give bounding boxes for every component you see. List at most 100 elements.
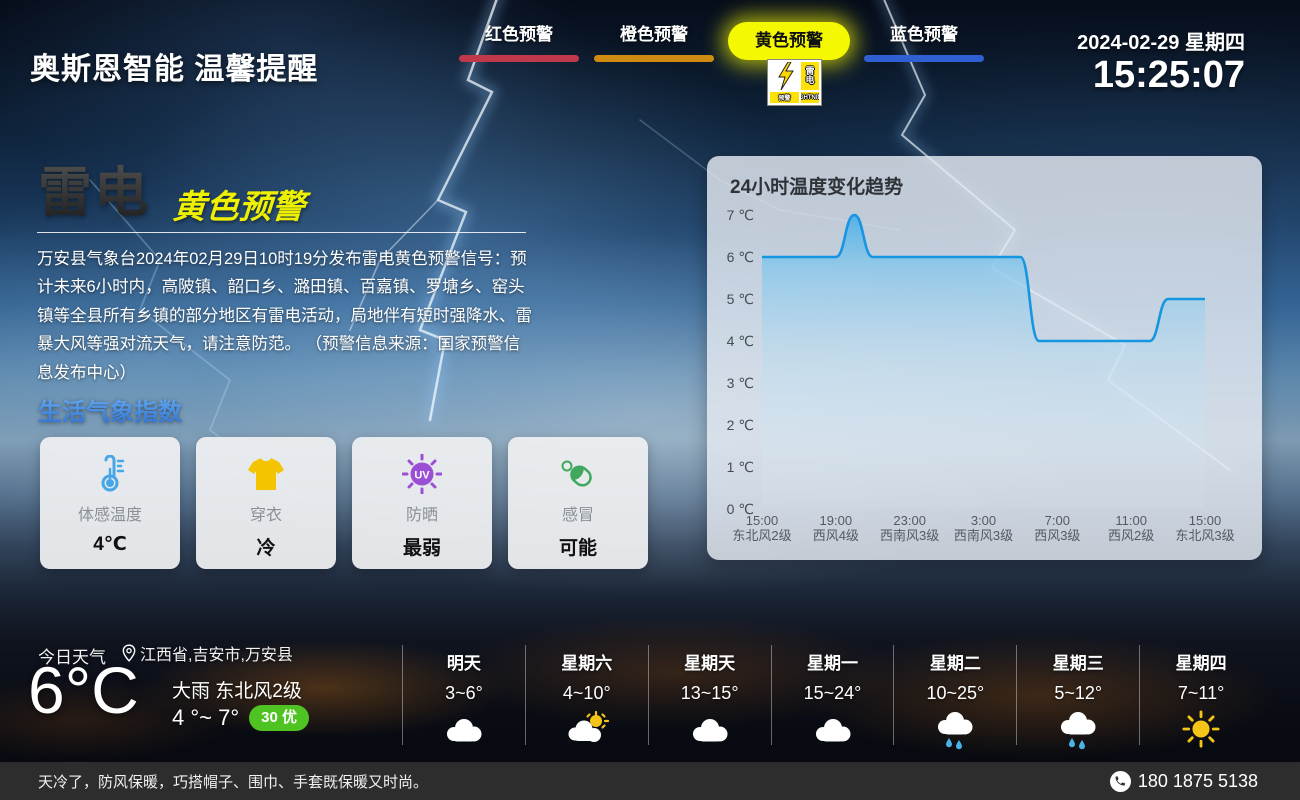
svg-text:15:00: 15:00: [746, 513, 779, 528]
card-value: 冷: [256, 538, 276, 559]
uv-icon: UV: [402, 453, 442, 495]
badge-type-text: 雷 电: [801, 62, 819, 90]
svg-text:1 ℃: 1 ℃: [727, 459, 754, 475]
tab-label: 黄色预警: [755, 31, 823, 50]
thermometer-icon: [93, 453, 127, 495]
svg-text:6 ℃: 6 ℃: [727, 249, 754, 265]
forecast-thursday: 星期四 7~11°: [1139, 645, 1262, 748]
svg-text:15:00: 15:00: [1189, 513, 1222, 528]
card-sun-protection: UV 防晒 最弱: [352, 437, 492, 569]
alert-type-title: 雷电: [38, 148, 150, 227]
rain-icon: [1057, 710, 1099, 750]
svg-text:5 ℃: 5 ℃: [727, 291, 754, 307]
location-text: 江西省,吉安市,万安县: [140, 647, 293, 664]
current-date: 2024-02-29 星期四: [1077, 32, 1245, 54]
lightning-warning-sign: 雷 电 预警 LIGHTNING: [767, 59, 822, 106]
today-weather-label: 今日天气: [38, 648, 106, 667]
forecast-tomorrow: 明天 3~6°: [402, 645, 525, 745]
svg-text:3 ℃: 3 ℃: [727, 375, 754, 391]
svg-text:3:00: 3:00: [971, 513, 996, 528]
tab-label: 蓝色预警: [890, 25, 958, 44]
tab-yellow-alert-active[interactable]: 黄色预警: [728, 22, 850, 62]
footer-tip: 天冷了，防风保暖，巧搭帽子、围巾、手套既保暖又时尚。: [38, 773, 429, 791]
app-title: 奥斯恩智能 温馨提醒: [30, 53, 319, 86]
life-index-title: 生活气象指数: [38, 392, 182, 427]
card-label: 防晒: [405, 507, 438, 524]
alert-level-label: 黄色预警: [171, 188, 307, 225]
forecast-day: 星期一: [807, 654, 858, 673]
location-row: 江西省,吉安市,万安县: [122, 641, 293, 665]
card-value: 4℃: [93, 534, 127, 555]
svg-text:西风3级: 西风3级: [1034, 528, 1080, 543]
tab-label: 红色预警: [485, 25, 553, 44]
capsule-icon: [557, 453, 599, 495]
forecast-wednesday: 星期三 5~12°: [1016, 645, 1139, 750]
active-tab-pill: 黄色预警: [728, 22, 850, 60]
datetime-display: 2024-02-29 星期四 15:25:07: [1077, 26, 1245, 95]
forecast-day: 明天: [446, 654, 481, 673]
card-value: 可能: [558, 538, 597, 559]
sunny-icon: [1182, 710, 1220, 748]
forecast-day: 星期天: [684, 654, 736, 673]
tab-underline: [459, 55, 579, 62]
divider: [37, 232, 526, 233]
forecast-range: 3~6°: [445, 683, 483, 703]
forecast-range: 4~10°: [562, 683, 611, 703]
svg-text:东北风2级: 东北风2级: [732, 528, 791, 543]
svg-text:7 ℃: 7 ℃: [727, 207, 754, 223]
forecast-day: 星期三: [1052, 654, 1104, 673]
svg-text:2 ℃: 2 ℃: [727, 417, 754, 433]
lightning-bolt-icon: [770, 62, 799, 90]
temperature-trend-chart: 7 ℃6 ℃5 ℃4 ℃3 ℃2 ℃1 ℃0 ℃15:00东北风2级19:00西…: [727, 207, 1235, 543]
svg-text:0 ℃: 0 ℃: [727, 501, 754, 517]
rain-icon: [934, 710, 976, 750]
svg-text:西南风3级: 西南风3级: [880, 528, 939, 543]
svg-text:西风4级: 西风4级: [813, 528, 859, 543]
life-index-cards: 体感温度 4℃ 穿衣 冷 UV 防晒 最弱: [40, 437, 648, 569]
svg-text:23:00: 23:00: [893, 513, 926, 528]
tab-underline: [594, 55, 714, 62]
svg-text:UV: UV: [414, 470, 430, 482]
tab-underline: [864, 55, 984, 62]
forecast-day: 星期四: [1175, 654, 1227, 673]
current-temperature: 6°C: [28, 653, 139, 727]
card-feels-like: 体感温度 4℃: [40, 437, 180, 569]
forecast-day: 星期六: [561, 654, 613, 673]
temperature-range: 4 °~ 7°: [172, 705, 240, 730]
forecast-range: 10~25°: [926, 683, 985, 703]
tab-orange-alert[interactable]: 橙色预警: [593, 22, 715, 62]
tab-red-alert[interactable]: 红色预警: [458, 22, 580, 62]
forecast-range: 5~12°: [1054, 683, 1103, 703]
svg-text:西南风3级: 西南风3级: [954, 528, 1013, 543]
cloudy-icon: [812, 710, 854, 745]
location-pin-icon: [122, 644, 136, 662]
card-label: 穿衣: [249, 507, 282, 524]
forecast-range: 15~24°: [803, 683, 862, 703]
forecast-row: 明天 3~6° 星期六 4~10° 星期天 13~15° 星期一 15~24°: [402, 645, 1262, 750]
svg-text:东北风3级: 东北风3级: [1175, 528, 1234, 543]
temperature-trend-panel: 7 ℃ 6 ℃ 5 ℃ 4 ℃ 3 ℃ 2 ℃ 1 ℃ 0 ℃ 15:00 东北风2级 19:00 西…: [707, 156, 1262, 560]
cloudy-icon: [443, 710, 485, 745]
card-label: 感冒: [561, 507, 594, 524]
badge-sub-right: LIGHTNING: [801, 92, 819, 103]
forecast-range: 13~15°: [680, 683, 739, 703]
phone-icon: [1109, 770, 1131, 792]
card-cold-risk: 感冒 可能: [508, 437, 648, 569]
alert-level-tabs: 红色预警 橙色预警 黄色预警 蓝色预警: [458, 22, 985, 62]
forecast-range: 7~11°: [1177, 683, 1225, 703]
footer-bar: 天冷了，防风保暖，巧搭帽子、围巾、手套既保暖又时尚。 180 1875 5138: [0, 762, 1300, 800]
svg-text:4 ℃: 4 ℃: [727, 333, 754, 349]
card-label: 体感温度: [77, 507, 142, 524]
phone-number: 180 1875 5138: [1137, 770, 1258, 791]
forecast-saturday: 星期六 4~10°: [524, 645, 648, 745]
cloudy-icon: [689, 710, 731, 745]
partly-sunny-icon: [565, 710, 609, 745]
tab-blue-alert[interactable]: 蓝色预警: [863, 22, 985, 62]
badge-sub-left: 预警: [770, 92, 799, 103]
svg-text:7:00: 7:00: [1045, 513, 1070, 528]
forecast-sunday: 星期天 13~15°: [647, 645, 771, 745]
current-time: 15:25:07: [1092, 54, 1245, 96]
forecast-monday: 星期一 15~24°: [770, 645, 894, 745]
forecast-day: 星期二: [929, 654, 981, 673]
